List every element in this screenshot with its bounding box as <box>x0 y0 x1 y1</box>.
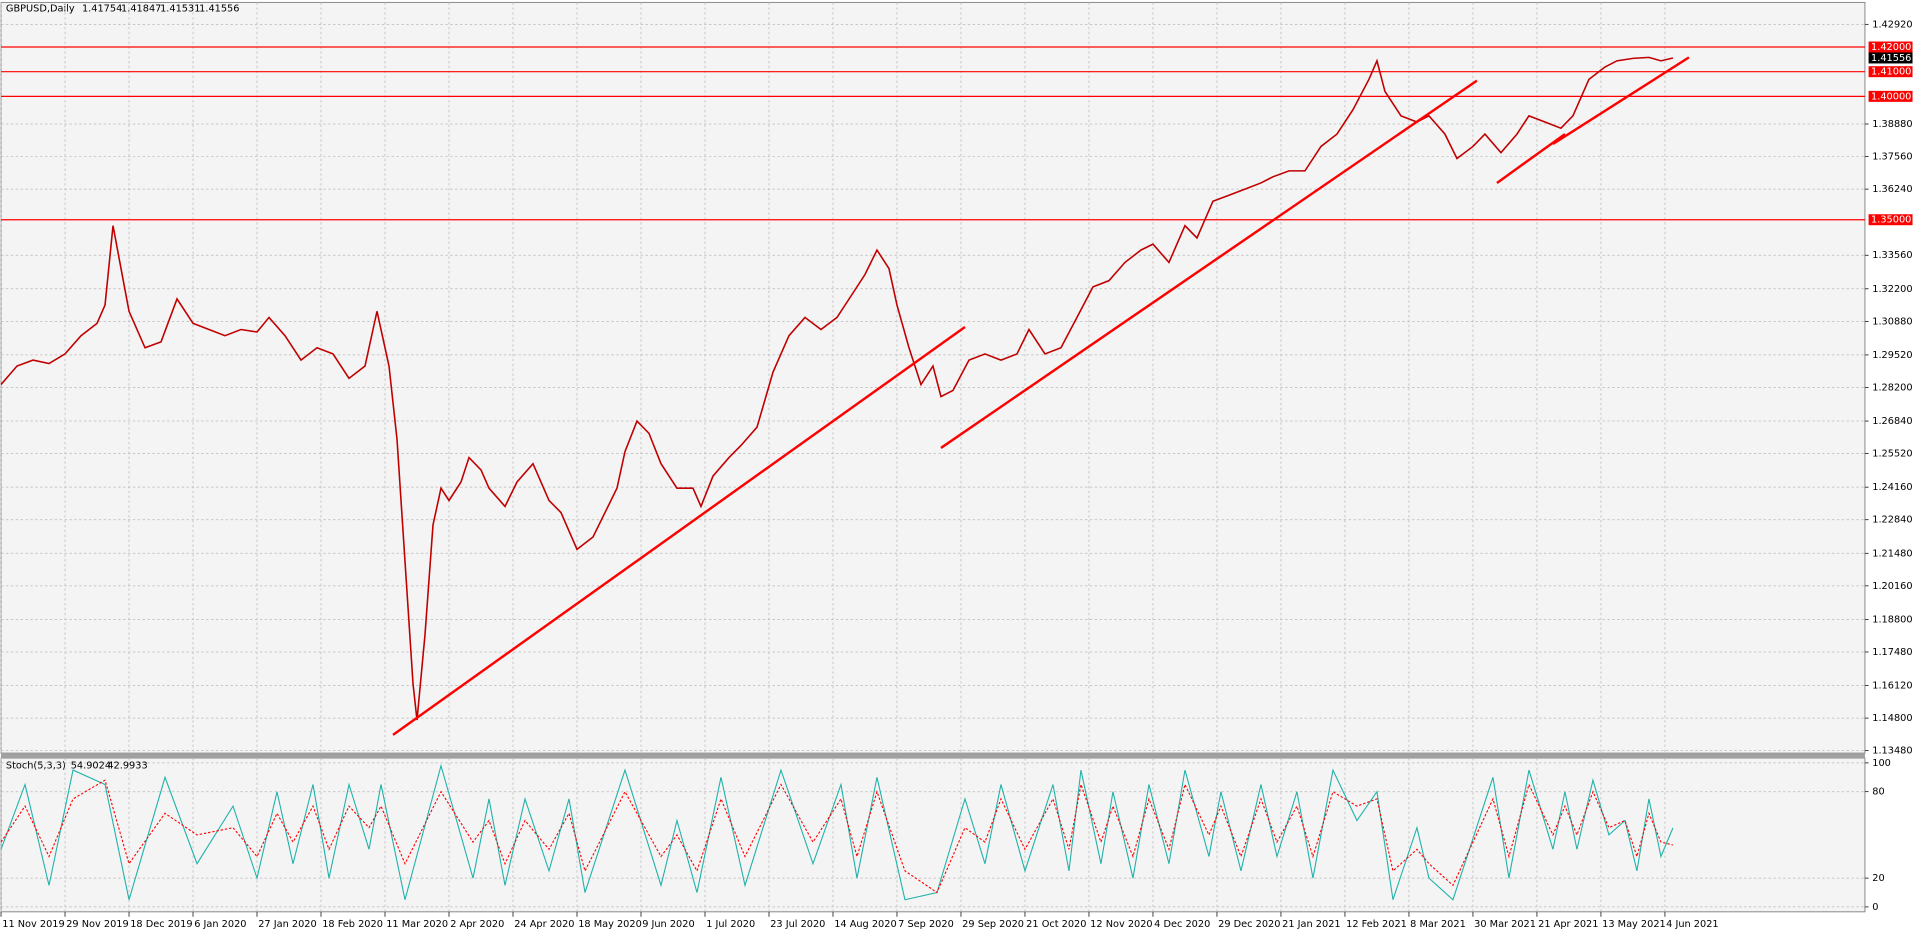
x-tick-label: 11 Nov 2019 <box>2 919 64 930</box>
x-tick-label: 6 Jan 2020 <box>194 919 246 930</box>
x-tick-label: 18 Dec 2019 <box>130 919 192 930</box>
x-tick-label: 29 Sep 2020 <box>962 919 1024 930</box>
stoch-value: 54.9024 <box>71 760 111 771</box>
y-tick-label: 1.22840 <box>1872 515 1912 526</box>
ohlc-value: 1.41754 <box>82 4 122 15</box>
x-tick-label: 13 May 2021 <box>1602 919 1666 930</box>
level-label: 1.42000 <box>1871 42 1911 53</box>
y-tick-label: 100 <box>1872 758 1891 769</box>
x-tick-label: 23 Jul 2020 <box>770 919 825 930</box>
x-tick-label: 4 Jun 2021 <box>1666 919 1718 930</box>
y-tick-label: 1.36240 <box>1872 184 1912 195</box>
x-tick-label: 2 Apr 2020 <box>450 919 504 930</box>
y-tick-label: 1.24160 <box>1872 482 1912 493</box>
y-tick-label: 1.29520 <box>1872 350 1912 361</box>
ohlc-value: 1.41556 <box>199 4 239 15</box>
y-tick-label: 1.26840 <box>1872 416 1912 427</box>
stoch-value: 42.9933 <box>107 760 147 771</box>
y-tick-label: 1.37560 <box>1872 152 1912 163</box>
x-tick-label: 1 Jul 2020 <box>706 919 755 930</box>
stoch-panel <box>0 757 1866 913</box>
x-tick-label: 12 Nov 2020 <box>1090 919 1152 930</box>
y-tick-label: 1.20160 <box>1872 581 1912 592</box>
y-tick-label: 1.25520 <box>1872 449 1912 460</box>
x-tick-label: 18 May 2020 <box>578 919 642 930</box>
level-label: 1.40000 <box>1871 91 1911 102</box>
y-tick-label: 1.13480 <box>1872 746 1912 757</box>
y-tick-label: 1.21480 <box>1872 548 1912 559</box>
level-tag <box>1868 214 1913 226</box>
y-tick-label: 1.17480 <box>1872 647 1912 658</box>
trendline <box>1552 56 1690 146</box>
level-tag <box>1868 90 1913 102</box>
x-tick-label: 18 Feb 2020 <box>322 919 383 930</box>
symbol-title: GBPUSD,Daily <box>6 4 75 15</box>
level-label: 1.35000 <box>1871 215 1911 226</box>
level-label: 1.41000 <box>1871 67 1911 78</box>
price-panel <box>0 1 1866 754</box>
x-tick-label: 29 Nov 2019 <box>66 919 128 930</box>
x-tick-label: 12 Feb 2021 <box>1346 919 1407 930</box>
trendline <box>940 79 1478 449</box>
y-tick-label: 1.42920 <box>1872 19 1912 30</box>
level-tag <box>1868 66 1913 78</box>
y-tick-label: 1.33560 <box>1872 250 1912 261</box>
level-tag <box>1868 41 1913 53</box>
x-tick-label: 11 Mar 2020 <box>386 919 448 930</box>
y-tick-label: 1.30880 <box>1872 316 1912 327</box>
x-tick-label: 8 Mar 2021 <box>1410 919 1466 930</box>
x-tick-label: 21 Oct 2020 <box>1026 919 1086 930</box>
y-tick-label: 1.32200 <box>1872 284 1912 295</box>
x-tick-label: 4 Dec 2020 <box>1154 919 1210 930</box>
ohlc-value: 1.41531 <box>160 4 200 15</box>
x-tick-label: 21 Apr 2021 <box>1538 919 1598 930</box>
x-tick-label: 14 Aug 2020 <box>834 919 896 930</box>
x-tick-label: 21 Jan 2021 <box>1282 919 1340 930</box>
x-tick-label: 7 Sep 2020 <box>898 919 954 930</box>
y-tick-label: 1.28200 <box>1872 382 1912 393</box>
y-tick-label: 20 <box>1872 873 1884 884</box>
y-tick-label: 1.14800 <box>1872 713 1912 724</box>
x-tick-label: 9 Jun 2020 <box>642 919 694 930</box>
x-tick-label: 30 Mar 2021 <box>1474 919 1536 930</box>
trendline <box>392 326 966 736</box>
series-line <box>0 779 1674 894</box>
y-tick-label: 1.38880 <box>1872 119 1912 130</box>
ohlc-value: 1.41847 <box>121 4 161 15</box>
x-tick-label: 27 Jan 2020 <box>258 919 316 930</box>
y-tick-label: 0 <box>1872 902 1878 913</box>
y-tick-label: 80 <box>1872 787 1884 798</box>
x-tick-label: 24 Apr 2020 <box>514 919 574 930</box>
panel-separator <box>1 753 1865 759</box>
price-tag <box>1868 52 1913 64</box>
stoch-title: Stoch(5,3,3) <box>6 760 66 771</box>
y-tick-label: 1.16120 <box>1872 681 1912 692</box>
y-tick-label: 1.18800 <box>1872 614 1912 625</box>
series-line <box>0 56 1674 721</box>
price-tag-label: 1.41556 <box>1871 53 1911 64</box>
series-line <box>0 763 1674 901</box>
x-tick-label: 29 Dec 2020 <box>1218 919 1280 930</box>
